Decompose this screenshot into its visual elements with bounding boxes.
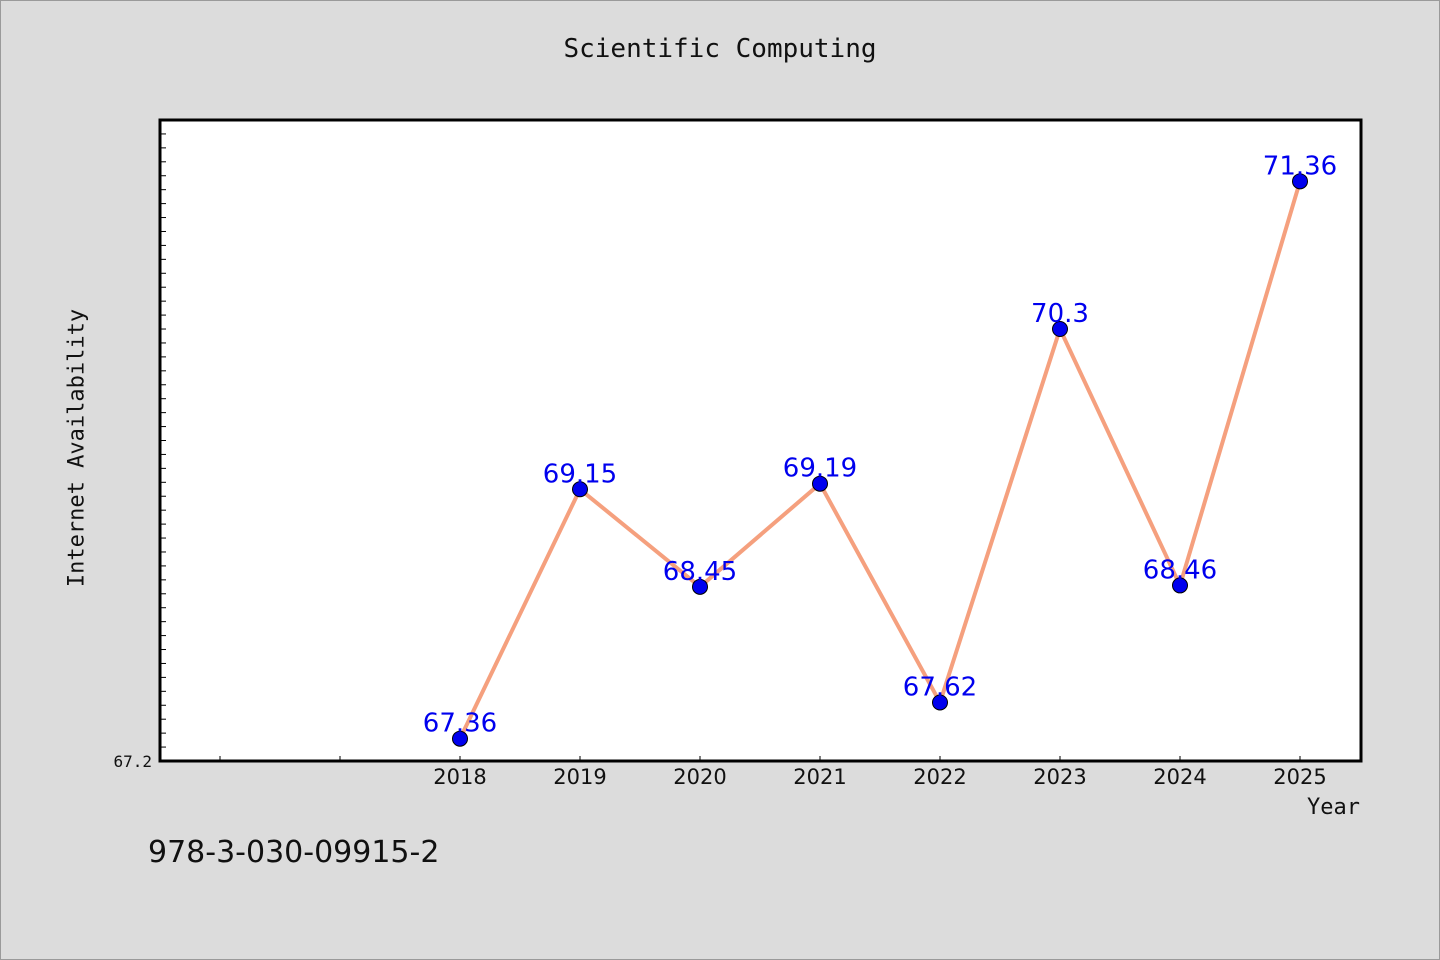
data-labels-group: 67.36 69.15 68.45 69.19 67.62 70.3 68.46 71.36: [423, 151, 1337, 738]
series-line: [458, 180, 1302, 740]
data-point: [1172, 577, 1188, 594]
y-tick-label: 67.2: [113, 752, 152, 771]
x-tick-label: 2018: [433, 765, 486, 789]
data-label: 67.62: [903, 672, 977, 702]
x-tick-label: 2023: [1033, 765, 1086, 789]
data-label: 69.15: [543, 459, 617, 489]
data-label: 69.19: [783, 454, 857, 484]
data-point: [1292, 173, 1308, 190]
data-point: [932, 694, 948, 711]
data-label: 71.36: [1263, 151, 1337, 181]
x-ticks: 2018 2019 2020 2021 2022 2023 2024 2025: [219, 756, 1327, 789]
data-label: 70.3: [1031, 299, 1089, 329]
data-point: [1052, 321, 1068, 338]
data-label: 67.36: [423, 709, 497, 739]
x-tick-label: 2022: [913, 765, 966, 789]
series-group: [452, 173, 1308, 747]
data-label: 68.45: [663, 557, 737, 587]
x-tick-label: 2024: [1153, 765, 1206, 789]
x-tick-label: 2020: [673, 765, 726, 789]
y-minor-ticks: 67.2: [113, 119, 166, 771]
chart-title: Scientific Computing: [563, 34, 877, 64]
x-tick-label: 2021: [793, 765, 846, 789]
isbn-footnote: 978-3-030-09915-2: [148, 835, 440, 870]
data-point: [812, 475, 828, 492]
x-tick-label: 2025: [1273, 765, 1326, 789]
data-point: [692, 578, 708, 595]
data-label: 68.46: [1143, 555, 1217, 585]
x-tick-label: 2019: [553, 765, 606, 789]
data-point: [452, 730, 468, 747]
data-point: [572, 481, 588, 498]
plot-area: [158, 118, 1363, 763]
x-axis-label: Year: [1307, 795, 1360, 820]
